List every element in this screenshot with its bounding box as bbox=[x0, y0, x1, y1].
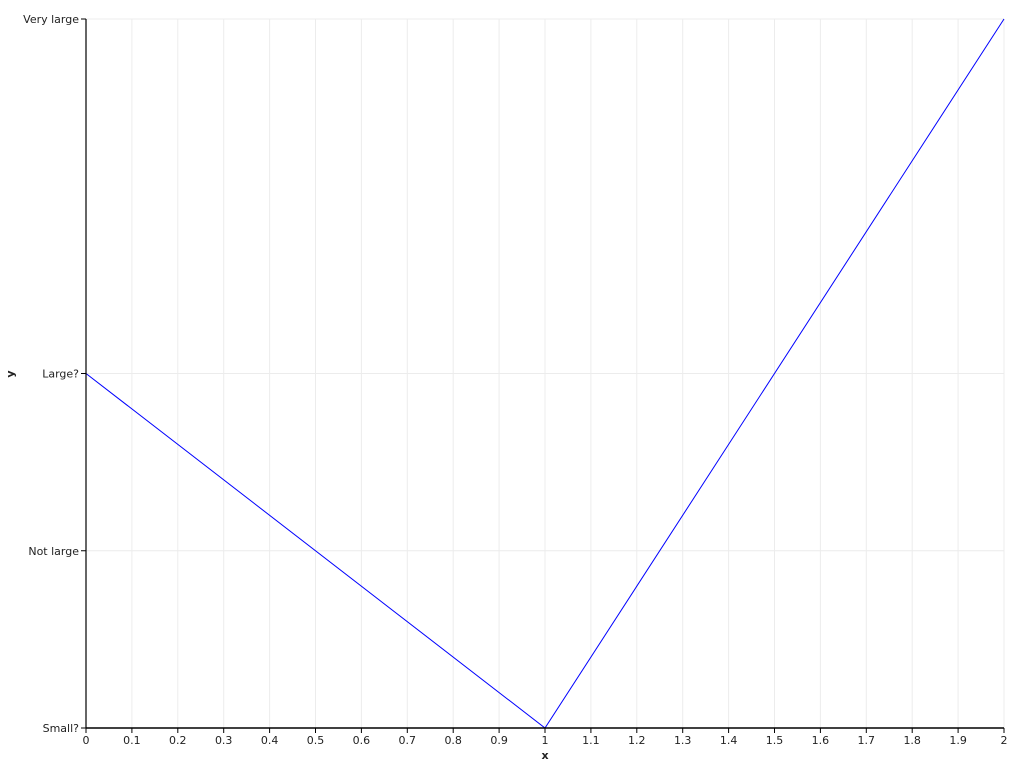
grid bbox=[85, 18, 1005, 729]
x-tick-label: 2 bbox=[1001, 734, 1008, 747]
x-tick-label: 0.8 bbox=[444, 734, 462, 747]
x-tick-label: 1.2 bbox=[628, 734, 646, 747]
axes: 0 0.1 0.2 0.3 0.4 0.5 0.6 0.7 0.8 0.9 1 1.1 1.2 1.3 1.… bbox=[23, 13, 1007, 747]
x-tick-label: 1.9 bbox=[949, 734, 967, 747]
y-tick-label: Very large bbox=[23, 13, 79, 26]
y-tick-label: Not large bbox=[28, 545, 79, 558]
x-axis-title: x bbox=[541, 749, 548, 762]
x-tick-label: 0.1 bbox=[123, 734, 141, 747]
x-tick-label: 1.6 bbox=[812, 734, 830, 747]
x-tick-label: 0.6 bbox=[353, 734, 371, 747]
x-tick-label: 1.5 bbox=[766, 734, 784, 747]
x-tick-label: 0.4 bbox=[261, 734, 279, 747]
x-tick-label: 0 bbox=[83, 734, 90, 747]
x-tick-label: 1.3 bbox=[674, 734, 692, 747]
x-tick-label: 0.9 bbox=[490, 734, 508, 747]
x-tick-label: 0.3 bbox=[215, 734, 233, 747]
x-tick-label: 1.4 bbox=[720, 734, 738, 747]
y-axis-title: y bbox=[4, 370, 17, 377]
x-tick-label: 0.5 bbox=[307, 734, 325, 747]
x-tick-label: 1 bbox=[542, 734, 549, 747]
x-tick-label: 1.1 bbox=[582, 734, 600, 747]
y-tick-label: Large? bbox=[42, 368, 79, 381]
x-tick-label: 1.7 bbox=[858, 734, 876, 747]
x-tick-label: 0.2 bbox=[169, 734, 187, 747]
x-tick-label: 0.7 bbox=[399, 734, 417, 747]
x-tick-label: 1.8 bbox=[903, 734, 921, 747]
y-tick-label: Small? bbox=[43, 722, 80, 735]
